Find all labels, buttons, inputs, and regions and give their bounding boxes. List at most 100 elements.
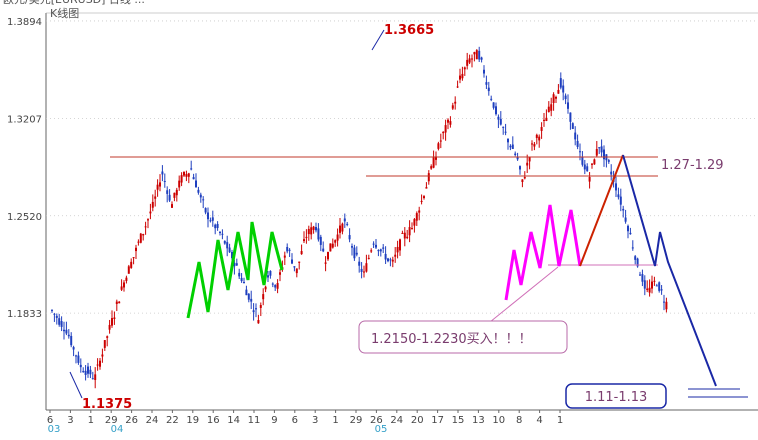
candle-body [288,249,291,251]
candle-body [449,121,452,125]
candle-body [329,243,332,252]
candle-body [63,329,65,332]
candle-body [509,145,512,148]
candle-body [631,247,634,249]
red-projection-line [579,154,624,267]
target-low-text: 1.11-1.13 [585,390,648,405]
candle-body [617,194,620,198]
candle-body [207,212,209,220]
x-tick-label: 15 [452,415,465,426]
candle-body [192,177,195,180]
candle-body [569,112,572,122]
candle-body [147,219,149,221]
candle-body [231,251,233,259]
candle-body [187,173,190,177]
candle-body [660,289,663,291]
low-price-label: 1.1375 [82,397,132,412]
candle-body [185,174,188,177]
x-tick-label: 26 [370,415,383,426]
candle-body [468,58,471,63]
header-strip [0,0,758,4]
candle-body [447,119,449,123]
candle-body [375,244,377,248]
candle-body [622,208,625,211]
candle-body [367,257,370,259]
candle-body [557,89,560,94]
candle-body [295,268,298,274]
x-tick-label: 14 [227,415,240,426]
candle-body [334,240,337,243]
candle-body [365,263,368,272]
candle-body [209,220,212,222]
candle-body [60,321,63,327]
candle-body [245,289,248,296]
candle-body [252,310,255,313]
candle-body [235,263,238,266]
candle-body [423,196,425,199]
candle-body [291,259,293,264]
candle-body [91,378,94,380]
candle-body [303,239,305,242]
candle-body [526,162,529,166]
candle-body [286,246,289,252]
candle-body [540,127,543,131]
candle-body [492,102,495,108]
candle-body [279,272,281,275]
candle-body [72,347,75,350]
candle-body [269,270,272,276]
buy-pointer [489,266,559,323]
candle-body [634,256,637,260]
candle-body [528,157,531,162]
candle-body [552,94,555,104]
candle-body [197,189,200,193]
candle-body [456,86,459,88]
candle-body [65,329,68,334]
x-tick-label: 13 [472,415,485,426]
candle-body [221,233,224,235]
candle-body [396,246,399,253]
high-pointer [371,29,385,51]
candle-body [408,227,411,236]
x-tick-label: 19 [186,415,199,426]
candle-body [216,223,219,228]
candle-body [274,285,277,288]
candle-body [624,217,627,222]
candle-body [619,196,622,205]
candle-body [363,271,365,273]
candle-body [665,301,668,310]
candle-body [312,226,315,230]
candle-body [420,200,423,202]
candle-body [178,180,181,188]
candle-body [516,157,519,160]
range-upper-label: 1.27-1.29 [661,158,724,173]
candle-body [543,119,545,121]
candle-body [607,160,610,162]
candle-body [223,240,226,244]
x-tick-label: 24 [390,415,403,426]
candle-body [267,275,269,278]
x-tick-label: 29 [105,415,118,426]
candle-body [663,301,665,303]
candle-body [87,366,89,374]
candle-body [444,125,447,133]
candle-body [538,136,541,141]
candle-body [250,298,253,302]
candle-body [139,233,142,243]
candle-body [238,272,241,277]
candle-body [106,336,109,338]
candle-body [144,226,147,228]
candle-body [382,247,385,249]
candle-body [615,183,617,191]
x-month-label: 04 [111,424,124,435]
candle-body [511,144,514,149]
candle-body [190,168,193,170]
candle-body [264,286,267,290]
window-header-text: 欧元/美元[EURUSD] 日线 ... [3,0,145,6]
candle-body [523,177,526,179]
candle-body [89,369,92,375]
candle-body [180,175,183,183]
candle-body [353,247,356,259]
candle-body [547,106,550,112]
candle-body [487,87,490,92]
candle-body [142,234,145,236]
